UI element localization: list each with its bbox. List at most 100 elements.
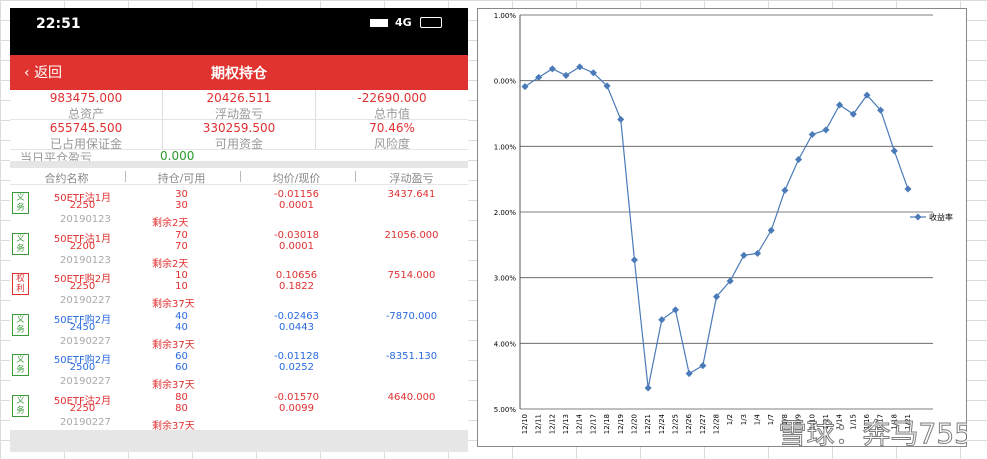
remaining-days: 剩余2天 — [152, 258, 189, 270]
x-tick-label: 1/2 — [726, 414, 734, 425]
summary-label: 总资产 — [67, 107, 104, 121]
hold: 40 — [175, 310, 188, 322]
position-tag: 义务 — [12, 232, 29, 255]
hold: 30 — [175, 189, 188, 200]
column-header: 合约名称 — [44, 172, 89, 185]
contract-name: 50ETF购2月 — [53, 355, 112, 366]
x-tick-label: 1/21 — [904, 414, 912, 430]
avg-price: -0.03018 — [274, 229, 319, 241]
hold: 10 — [175, 270, 188, 281]
pnl: 3437.641 — [387, 189, 436, 200]
x-tick-label: 1/8 — [781, 414, 789, 425]
contract-name: 50ETF沽1月 — [53, 193, 112, 204]
y-tick-label: 3.00% — [494, 275, 517, 283]
y-tick-label: 1.00% — [494, 12, 517, 20]
legend-label: 收益率 — [929, 212, 953, 222]
x-tick-label: 12/19 — [617, 414, 625, 434]
avg-price: -0.01128 — [274, 351, 319, 362]
x-tick-label: 12/12 — [548, 414, 556, 434]
summary-value: 655745.500 — [49, 121, 123, 135]
divider — [240, 171, 241, 182]
position-tag: 权利 — [12, 273, 29, 295]
data-point — [904, 185, 912, 193]
x-tick-label: 1/9 — [795, 414, 803, 425]
pnl: 4640.000 — [387, 391, 436, 403]
position-row: 义务 50ETF沽1月 2250 30 30 -0.01156 0.0001 3437.641… — [10, 186, 468, 229]
avg-price: -0.01570 — [274, 391, 319, 403]
contract-name: 50ETF购2月 — [53, 314, 112, 326]
position-row: 义务 50ETF购2月 2500 60 60 -0.01128 0.0252 -8351.13… — [10, 348, 468, 391]
strike: 2250 — [69, 402, 96, 414]
avg-price: -0.02463 — [274, 310, 319, 322]
position-tag: 义务 — [12, 354, 29, 376]
avail: 70 — [175, 240, 188, 252]
x-tick-label: 12/14 — [576, 413, 584, 434]
hold: 70 — [175, 229, 188, 241]
x-tick-label: 1/14 — [836, 413, 844, 429]
data-point — [562, 71, 570, 79]
closed-pnl-value: 0.000 — [160, 149, 195, 163]
strike: 2200 — [69, 240, 96, 252]
data-point — [863, 91, 871, 99]
data-point — [808, 130, 816, 139]
x-tick-label: 1/15 — [849, 414, 857, 430]
pnl: -8351.130 — [385, 351, 438, 362]
summary-value: 983475.000 — [49, 91, 123, 105]
summary-label: 可用资金 — [214, 137, 263, 151]
contract-name: 50ETF购2月 — [53, 274, 112, 285]
avail: 40 — [175, 321, 188, 333]
avg-price: -0.01156 — [274, 189, 319, 200]
column-header: 持仓/可用 — [157, 172, 206, 185]
data-point — [849, 110, 857, 118]
phone-screen: 22:51 4G ‹ 返回 期权持仓 983475.000 总资产 20426.51… — [10, 8, 468, 452]
x-tick-label: 1/4 — [754, 413, 762, 425]
data-point — [754, 249, 762, 257]
summary-label: 总市值 — [373, 107, 410, 121]
chart: 1.00% 0.00% 1.00% 2.00% 3.00% 4.00% 5.00% 12/10… — [477, 8, 967, 448]
x-tick-label: 12/28 — [713, 414, 721, 434]
summary-label: 风险度 — [373, 137, 410, 151]
y-tick-label: 5.00% — [494, 406, 517, 414]
summary-value: 70.46% — [369, 121, 415, 135]
summary-value: 330259.500 — [202, 121, 276, 135]
x-tick-label: 12/10 — [521, 414, 529, 434]
position-tag: 义务 — [12, 394, 29, 417]
divider — [10, 184, 468, 185]
avail: 10 — [175, 281, 188, 292]
hold: 60 — [175, 351, 188, 362]
network: 4G — [395, 16, 412, 29]
remaining-days: 剩余37天 — [152, 339, 195, 351]
data-point — [767, 226, 775, 234]
cur-price: 0.0001 — [279, 200, 314, 211]
divider — [125, 171, 126, 182]
time: 22:51 — [36, 16, 81, 32]
summary-label: 已占用保证金 — [49, 137, 122, 151]
signal-icon — [370, 19, 388, 27]
divider — [162, 90, 163, 120]
x-tick-label: 1/10 — [808, 414, 816, 430]
data-point — [726, 277, 734, 285]
cur-price: 0.0099 — [279, 402, 314, 414]
position-tag: 义务 — [12, 313, 29, 336]
summary-label: 浮动盈亏 — [214, 107, 263, 121]
divider — [315, 120, 316, 150]
column-header: 浮动盈亏 — [389, 172, 434, 185]
y-tick-label: 2.00% — [494, 209, 517, 217]
x-tick-label: 12/24 — [658, 413, 666, 434]
avail: 60 — [175, 362, 188, 373]
avail: 30 — [175, 200, 188, 211]
x-tick-label: 12/26 — [685, 413, 693, 434]
x-tick-label: 12/27 — [699, 414, 707, 434]
position-row: 权利 50ETF购2月 2250 10 10 0.10656 0.1822 7514.000 2… — [10, 267, 468, 310]
strike: 2500 — [69, 362, 96, 373]
contract-name: 50ETF沽2月 — [53, 395, 112, 407]
summary-value: 20426.511 — [206, 91, 272, 105]
remaining-days: 剩余2天 — [152, 218, 189, 229]
pnl: -7870.000 — [385, 310, 438, 322]
expiry-date: 20190227 — [60, 416, 111, 428]
x-tick-label: 12/17 — [589, 414, 597, 434]
expiry-date: 20190123 — [60, 254, 111, 266]
divider — [10, 119, 468, 120]
back-button[interactable]: ‹ 返回 — [24, 65, 63, 81]
